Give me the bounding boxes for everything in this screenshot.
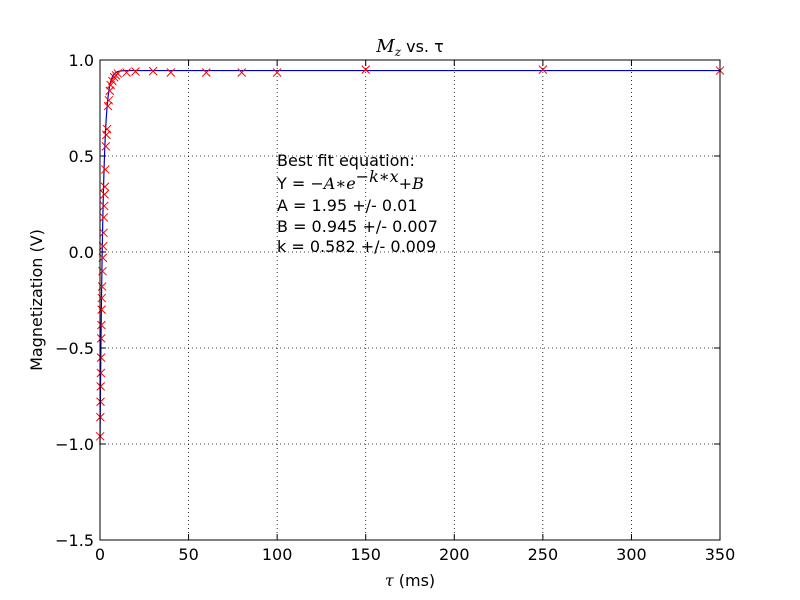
data-point (96, 353, 106, 362)
data-point (131, 67, 140, 76)
fit-annotation: Best fit equation: Y = −A∗e−k∗x+B A = 1.… (276, 151, 438, 256)
annotation-line-3: A = 1.95 +/- 0.01 (277, 196, 418, 215)
data-point (100, 165, 110, 174)
data-point (99, 228, 108, 238)
data-point (272, 68, 282, 77)
data-point (97, 305, 106, 314)
annotation-line-4: B = 0.945 +/- 0.007 (277, 217, 438, 236)
data-point (237, 68, 247, 77)
annotation-line-2: Y = −A∗e−k∗x+B (276, 167, 424, 193)
annotation-line-1: Best fit equation: (277, 151, 415, 170)
data-point (201, 68, 211, 77)
y-tick-label: −1.5 (55, 531, 94, 550)
data-point (122, 68, 131, 77)
annotation-line-2-exp: −k∗x (356, 167, 399, 186)
data-points-layer (95, 65, 725, 441)
x-tick-label: 200 (439, 545, 470, 564)
fit-curve-layer (99, 69, 720, 445)
plot-frame (99, 59, 721, 541)
chart-title: Mz vs. τ (375, 36, 443, 59)
data-point (100, 190, 109, 199)
x-tick-label: 350 (705, 545, 736, 564)
data-point (97, 293, 107, 303)
y-axis-label: Magnetization (V) (27, 229, 46, 371)
data-point (96, 368, 106, 378)
y-tick-label: 0.5 (69, 147, 94, 166)
data-point (166, 68, 176, 77)
y-tick-label: 1.0 (69, 51, 94, 70)
x-tick-label: 250 (528, 545, 559, 564)
x-axis-label-symbol: τ (385, 571, 395, 590)
annotation-line-5: k = 0.582 +/- 0.009 (277, 237, 436, 256)
data-point (361, 65, 371, 74)
annotation-line-2-tail: +B (399, 174, 424, 193)
annotation-line-2-math: −A∗e (310, 174, 355, 193)
chart-title-rest: vs. τ (401, 37, 444, 56)
data-point (538, 65, 548, 74)
data-point (113, 69, 123, 78)
y-tick-label: −0.5 (55, 339, 94, 358)
fit-curve (99, 69, 720, 445)
chart-title-main: M (375, 36, 395, 57)
x-axis-label-unit: (ms) (394, 571, 436, 590)
data-point (100, 182, 110, 192)
data-point (101, 142, 111, 151)
data-point (97, 320, 106, 330)
y-tick-label: 0.0 (69, 243, 94, 262)
x-tick-label: 150 (350, 545, 381, 564)
data-point (148, 66, 158, 76)
data-point (99, 201, 109, 211)
data-point (102, 124, 112, 134)
data-point (97, 282, 107, 291)
data-point (98, 241, 108, 251)
chart-title-sub: z (394, 45, 402, 59)
y-tick-label: −1.0 (55, 435, 94, 454)
x-tick-label: 100 (262, 545, 293, 564)
x-tick-label: 300 (616, 545, 647, 564)
data-point (104, 95, 114, 105)
data-point (96, 334, 106, 343)
axis-ticks (99, 59, 721, 541)
x-tick-label: 50 (178, 545, 198, 564)
data-point (99, 213, 109, 222)
grid-lines (100, 60, 720, 540)
data-point (96, 382, 106, 391)
x-tick-label: 0 (95, 545, 105, 564)
x-axis-label: τ (ms) (385, 571, 435, 590)
data-point (96, 397, 105, 407)
annotation-line-2-prefix: Y = (276, 174, 310, 193)
